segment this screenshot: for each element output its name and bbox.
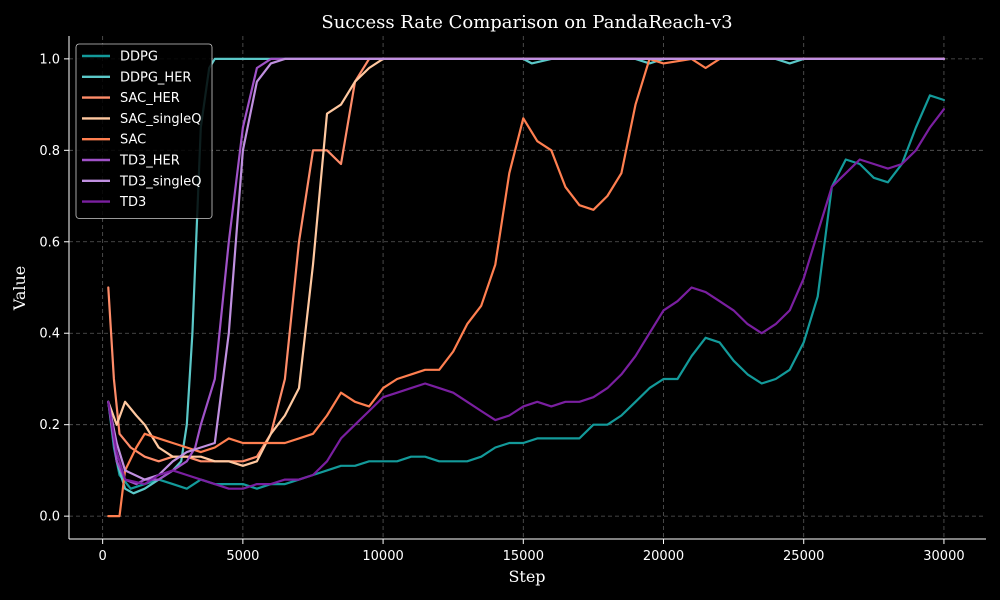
series-line-sac-her	[107, 57, 945, 463]
chart-title: Success Rate Comparison on PandaReach-v3	[321, 12, 732, 33]
legend-label: TD3_HER	[119, 154, 180, 169]
legend-label: DDPG_HER	[120, 70, 191, 85]
x-tick-label: 30000	[923, 549, 964, 564]
x-tick-label: 10000	[362, 549, 403, 564]
x-axis-label: Step	[508, 567, 545, 586]
y-tick-label: 0.6	[39, 235, 60, 250]
y-ticks: 0.0 0.2 0.4 0.6 0.8 1.0	[39, 52, 69, 525]
series-line-td3-singleq	[107, 57, 945, 481]
legend-label: TD3	[119, 195, 146, 210]
x-tick-label: 0	[99, 549, 107, 564]
y-tick-label: 0.8	[39, 144, 60, 159]
legend-label: SAC_HER	[120, 91, 180, 106]
y-tick-label: 1.0	[39, 52, 60, 67]
x-tick-label: 5000	[226, 549, 259, 564]
legend-label: TD3_singleQ	[119, 174, 201, 189]
series-line-td3	[107, 108, 945, 490]
y-tick-label: 0.2	[39, 418, 60, 433]
y-tick-label: 0.0	[39, 510, 60, 525]
y-tick-label: 0.4	[39, 327, 60, 342]
series-line-ddpg	[107, 94, 945, 490]
series-line-sac-singleq	[107, 57, 945, 467]
x-tick-label: 20000	[643, 549, 684, 564]
legend: DDPG DDPG_HER SAC_HER SAC_singleQ SAC TD3_HER…	[75, 43, 213, 219]
x-ticks: 0 5000 10000 15000 20000 25000 30000	[99, 539, 965, 564]
legend-label: SAC	[120, 133, 146, 148]
y-axis-label: Value	[10, 266, 29, 312]
legend-box	[75, 43, 213, 219]
axes	[68, 36, 986, 540]
x-tick-label: 25000	[783, 549, 824, 564]
x-tick-label: 15000	[503, 549, 544, 564]
legend-label: DDPG	[120, 50, 158, 65]
legend-label: SAC_singleQ	[120, 112, 201, 127]
